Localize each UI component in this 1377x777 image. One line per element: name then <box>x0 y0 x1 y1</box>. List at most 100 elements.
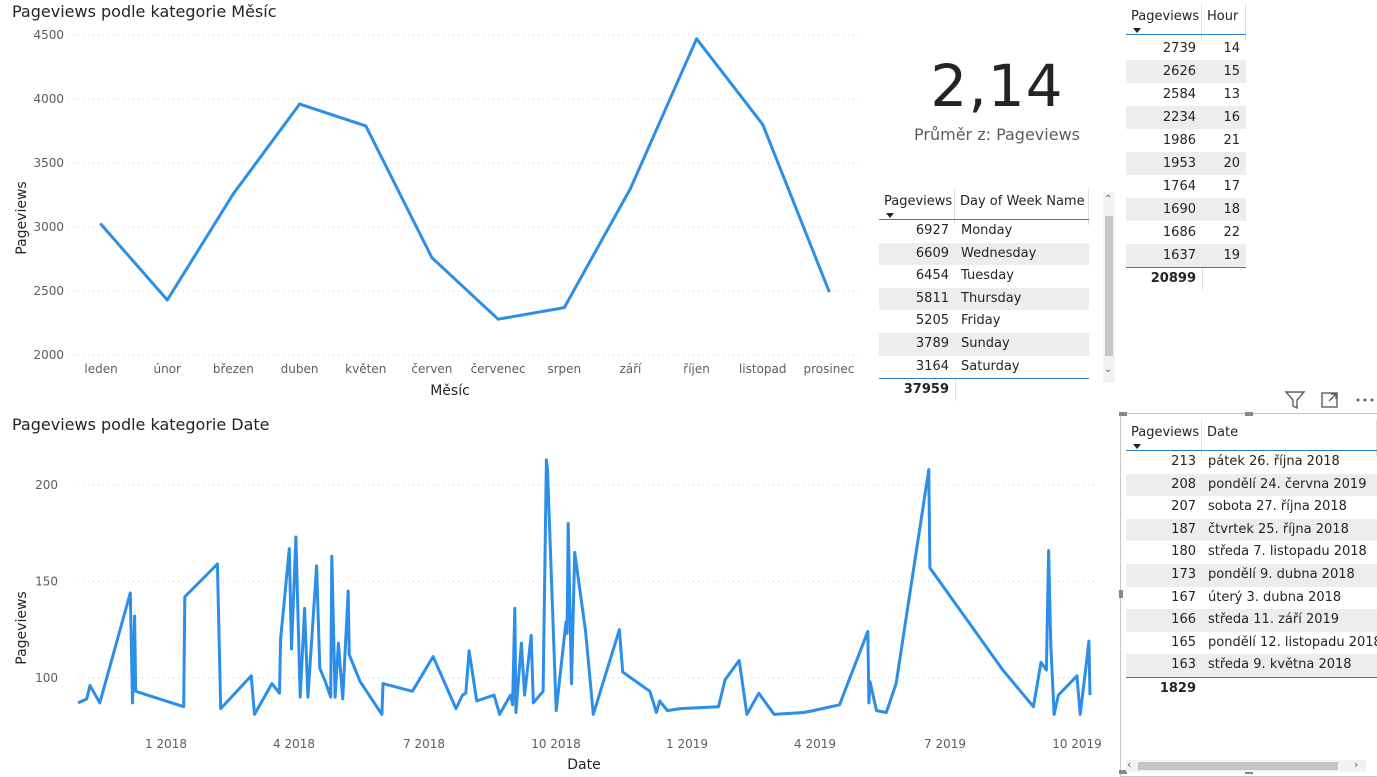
table-row[interactable]: 167 úterý 3. dubna 2018 <box>1126 587 1377 610</box>
pageviews-cell: 187 <box>1171 521 1196 537</box>
x-tick-label: květen <box>345 362 386 376</box>
table-row[interactable]: 2739 14 <box>1126 37 1246 60</box>
filter-icon[interactable] <box>1284 389 1306 411</box>
table-row[interactable]: 2626 15 <box>1126 60 1246 83</box>
scroll-left-icon[interactable]: ‹ <box>1127 758 1132 771</box>
date-cell: sobota 27. října 2018 <box>1208 499 1347 515</box>
day-of-week-table[interactable]: Pageviews Day of Week Name 6927 Monday 6609 W… <box>879 189 1089 402</box>
hour-cell: 19 <box>1223 248 1240 263</box>
table-row[interactable]: 166 středa 11. září 2019 <box>1126 609 1377 632</box>
column-divider <box>955 379 956 402</box>
total-value: 20899 <box>1150 271 1196 286</box>
header-divider <box>1126 34 1246 35</box>
x-tick-label: leden <box>84 362 117 376</box>
hour-cell: 22 <box>1223 225 1240 240</box>
column-divider <box>1202 268 1203 290</box>
pageviews-cell: 5205 <box>915 313 949 329</box>
hour-cell: 14 <box>1223 41 1240 56</box>
x-tick-label: duben <box>281 362 319 376</box>
table-row[interactable]: 207 sobota 27. října 2018 <box>1126 496 1377 519</box>
x-tick-label: 1 2019 <box>666 737 708 751</box>
scroll-up-icon[interactable]: ⌃ <box>1104 194 1113 205</box>
table-row[interactable]: 1637 19 <box>1126 244 1246 267</box>
resize-handle[interactable] <box>1245 770 1253 774</box>
pageviews-cell: 1986 <box>1162 133 1196 148</box>
scroll-right-icon[interactable]: › <box>1354 758 1359 771</box>
column-header-pageviews[interactable]: Pageviews <box>1126 4 1202 40</box>
table-row[interactable]: 163 středa 9. května 2018 <box>1126 654 1377 677</box>
more-options-icon[interactable] <box>1354 389 1376 411</box>
month-line-chart[interactable]: 2000 2500 3000 3500 4000 4500 leden únor březen… <box>0 22 870 404</box>
resize-handle[interactable] <box>1245 412 1253 416</box>
day-of-week-cell: Wednesday <box>961 245 1037 261</box>
month-chart-title: Pageviews podle kategorie Měsíc <box>12 2 277 21</box>
table-row[interactable]: 1690 18 <box>1126 198 1246 221</box>
day-of-week-cell: Sunday <box>961 336 1010 351</box>
column-header-hour[interactable]: Hour <box>1202 4 1246 40</box>
y-tick-label: 3500 <box>33 156 64 170</box>
pageviews-cell: 173 <box>1171 567 1196 582</box>
y-tick-label: 150 <box>35 574 58 588</box>
column-header-pageviews[interactable]: Pageviews <box>879 189 955 225</box>
table-row[interactable]: 180 středa 7. listopadu 2018 <box>1126 541 1377 564</box>
table-row[interactable]: 6454 Tuesday <box>879 265 1089 288</box>
table-row[interactable]: 208 pondělí 24. června 2019 <box>1126 473 1377 497</box>
table-row[interactable]: 2584 13 <box>1126 83 1246 106</box>
pageviews-cell: 3164 <box>915 358 949 374</box>
table-row[interactable]: 1986 21 <box>1126 129 1246 152</box>
day-of-week-cell: Friday <box>961 313 1001 329</box>
sort-descending-icon[interactable] <box>1133 444 1141 449</box>
date-table-h-scrollbar[interactable]: ‹ › <box>1126 758 1366 772</box>
table-row[interactable]: 6927 Monday <box>879 220 1089 243</box>
day-table-scrollbar[interactable]: ⌃ ⌄ <box>1103 192 1115 382</box>
hour-table[interactable]: Pageviews Hour 2739 14 2626 15 2584 13 2234 16 198… <box>1126 4 1246 290</box>
scroll-down-icon[interactable]: ⌄ <box>1104 364 1113 375</box>
table-row[interactable]: 213 pátek 26. října 2018 <box>1126 451 1377 474</box>
date-series-line <box>77 458 1092 716</box>
table-row[interactable]: 1953 20 <box>1126 152 1246 175</box>
x-tick-label: prosinec <box>804 362 855 376</box>
date-x-axis-title: Date <box>567 757 600 773</box>
x-tick-label: 10 2019 <box>1052 737 1102 751</box>
kpi-label: Průměr z: Pageviews <box>914 125 1080 144</box>
y-tick-label: 100 <box>35 671 58 685</box>
sort-descending-icon[interactable] <box>886 213 894 218</box>
date-table-h-scroll-thumb[interactable] <box>1138 762 1338 770</box>
table-row[interactable]: 2234 16 <box>1126 106 1246 129</box>
table-total-row: 20899 <box>1126 267 1246 290</box>
y-tick-label: 200 <box>35 478 58 492</box>
table-total-row: 37959 <box>879 378 1089 402</box>
resize-handle[interactable] <box>1119 590 1123 598</box>
day-of-week-cell: Monday <box>961 223 1013 238</box>
day-of-week-cell: Saturday <box>961 358 1020 374</box>
pageviews-cell: 2739 <box>1162 41 1196 56</box>
table-row[interactable]: 187 čtvrtek 25. října 2018 <box>1126 518 1377 542</box>
table-row[interactable]: 3789 Sunday <box>879 333 1089 356</box>
table-row[interactable]: 5205 Friday <box>879 310 1089 333</box>
table-row[interactable]: 6609 Wednesday <box>879 242 1089 266</box>
table-row[interactable]: 173 pondělí 9. dubna 2018 <box>1126 564 1377 587</box>
x-tick-label: únor <box>154 362 182 376</box>
month-y-axis: 2000 2500 3000 3500 4000 4500 <box>33 28 64 362</box>
date-cell: středa 9. května 2018 <box>1208 657 1352 673</box>
pageviews-cell: 1953 <box>1162 156 1196 171</box>
column-header-pageviews[interactable]: Pageviews <box>1126 420 1202 456</box>
hour-cell: 16 <box>1223 110 1240 125</box>
date-table[interactable]: Pageviews Date 213 pátek 26. října 2018 208 p… <box>1126 420 1377 700</box>
column-header-day-of-week[interactable]: Day of Week Name <box>955 189 1089 225</box>
resize-handle[interactable] <box>1119 412 1127 416</box>
date-cell: pondělí 24. června 2019 <box>1208 476 1367 492</box>
hour-cell: 21 <box>1223 133 1240 148</box>
resize-handle[interactable] <box>1119 770 1127 774</box>
day-table-scroll-thumb[interactable] <box>1105 216 1113 356</box>
table-row[interactable]: 1686 22 <box>1126 221 1246 244</box>
table-row[interactable]: 1764 17 <box>1126 175 1246 198</box>
x-tick-label: 4 2018 <box>273 737 315 751</box>
sort-descending-icon[interactable] <box>1133 28 1141 33</box>
focus-mode-icon[interactable] <box>1319 389 1341 411</box>
table-row[interactable]: 3164 Saturday <box>879 356 1089 379</box>
table-row[interactable]: 165 pondělí 12. listopadu 2018 <box>1126 632 1377 655</box>
date-y-axis-title: Pageviews <box>14 591 30 664</box>
table-row[interactable]: 5811 Thursday <box>879 287 1089 311</box>
